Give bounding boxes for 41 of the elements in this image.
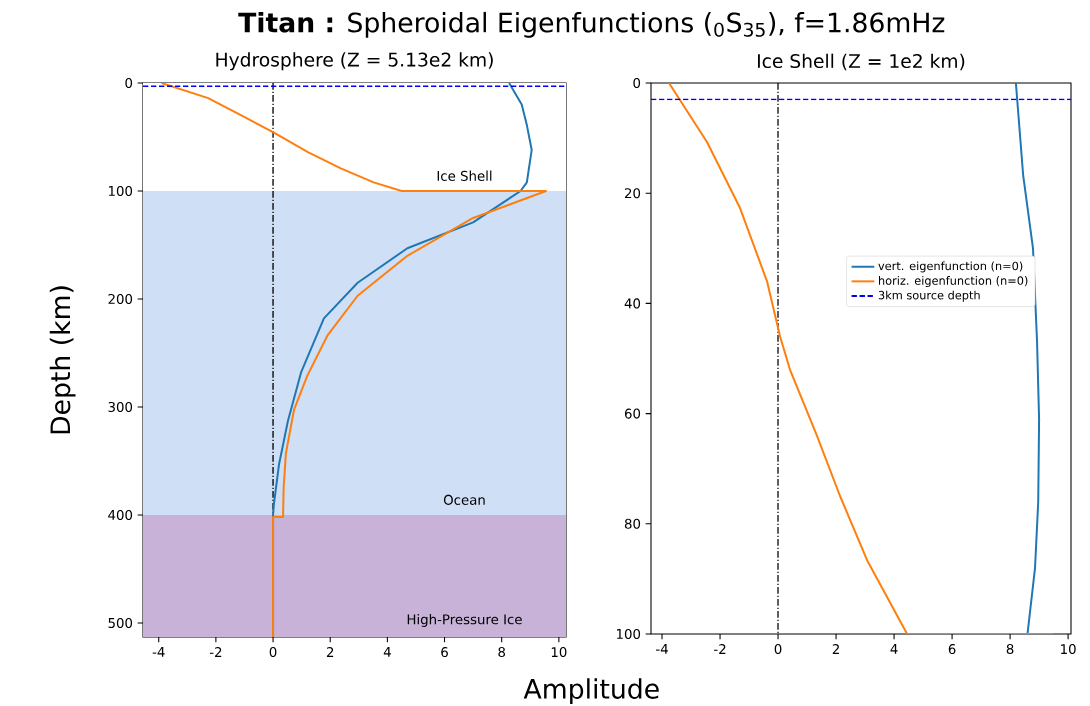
y-axis-title: Depth (km) xyxy=(49,286,76,434)
line-series xyxy=(667,83,1055,634)
y-tick-label: 400 xyxy=(108,509,133,520)
x-tick-label: -4 xyxy=(656,644,668,654)
y-tick-label: 40 xyxy=(624,298,641,309)
x-tick-label: 8 xyxy=(498,647,506,658)
x-tick-label: 2 xyxy=(326,647,334,657)
legend-label: 3km source depth xyxy=(878,290,980,302)
x-tick-label: -2 xyxy=(209,647,222,657)
band-label: Ice Shell xyxy=(437,170,492,181)
x-tick-label: -4 xyxy=(152,647,165,657)
y-tick-label: 20 xyxy=(624,188,641,199)
text: Titan : Spheroidal Eigenfunctions ($_{0}$S$_{35}$), f=1.86mHz xyxy=(238,11,945,38)
x-tick-label: 10 xyxy=(551,647,567,658)
x-axis-title: Amplitude xyxy=(523,678,659,705)
x-tick-label: 10 xyxy=(1061,644,1076,655)
x-tick-label: 6 xyxy=(441,647,448,658)
y-tick-label: 80 xyxy=(624,518,641,529)
x-tick-label: 2 xyxy=(832,644,839,654)
y-tick-label: 200 xyxy=(108,293,133,305)
y-tick-label: 100 xyxy=(108,185,133,197)
chart-title: Hydrosphere (Z = 5.13e2 km) xyxy=(216,52,493,71)
legend-label: horiz. eigenfunction (n=0) xyxy=(879,276,1028,288)
y-tick-label: 300 xyxy=(108,401,133,413)
y-tick-label: 0 xyxy=(125,77,133,89)
x-tick-label: -2 xyxy=(714,644,726,654)
line-series xyxy=(160,83,547,637)
x-tick-label: 0 xyxy=(774,644,782,655)
band-label: Ocean xyxy=(443,494,485,505)
x-tick-label: 4 xyxy=(383,647,391,657)
x-tick-label: 6 xyxy=(948,644,956,655)
y-tick-label: 500 xyxy=(108,617,133,628)
x-tick-label: 8 xyxy=(1006,644,1014,655)
x-tick-label: 4 xyxy=(890,644,898,654)
y-tick-label: 100 xyxy=(616,628,641,640)
y-tick-label: 0 xyxy=(633,77,641,89)
x-tick-label: 0 xyxy=(269,647,277,658)
chart-title: Ice Shell (Z = 1e2 km) xyxy=(758,53,965,71)
y-tick-label: 60 xyxy=(624,408,641,419)
legend-label: vert. eigenfunction (n=0) xyxy=(878,261,1023,273)
band-label: High-Pressure Ice xyxy=(407,614,522,627)
